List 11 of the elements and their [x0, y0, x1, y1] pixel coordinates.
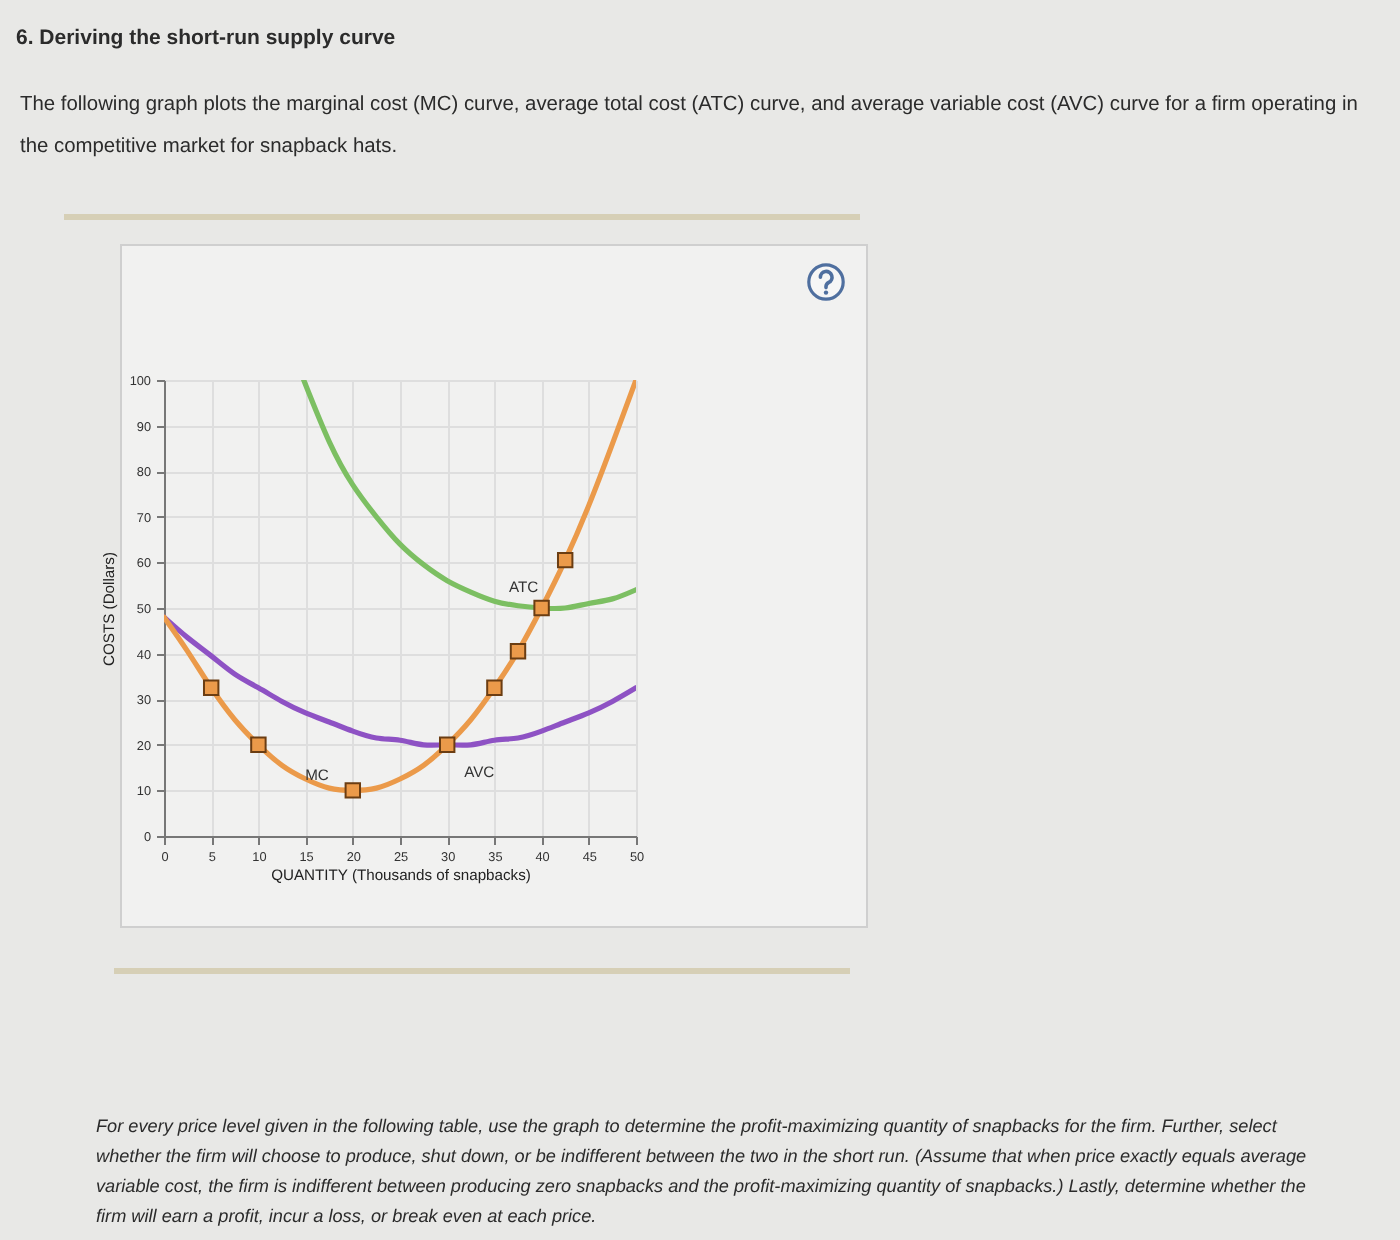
point [533, 599, 550, 617]
text: The following graph plots the marginal cost (MC) curve, average total cost (ATC) curve, and average variable cost (AVC) curve for a firm operating in the competitive market for snapback hats. [20, 92, 1360, 162]
point [509, 643, 527, 660]
point [202, 679, 220, 697]
point [438, 736, 456, 754]
text: For every price level given in the following table, use the graph to determine the profit-maximizing quantity of snapbacks for the firm. Further, select whether the firm will choose to produce, shut down, or be indifferent between the two in the short run. (Assume that when price exactly equals average variable cost, the firm is indifferent between producing zero snapbacks and the profit-maximizing quantity of snapbacks.) Lastly, determine whether the firm will earn a profit, incur a loss, or break even at each price. [96, 1114, 1309, 1230]
point [250, 736, 267, 754]
point [556, 551, 574, 569]
point [344, 782, 362, 799]
point [486, 679, 503, 697]
chart-title: 6. Deriving the short-run supply curve [16, 26, 396, 50]
